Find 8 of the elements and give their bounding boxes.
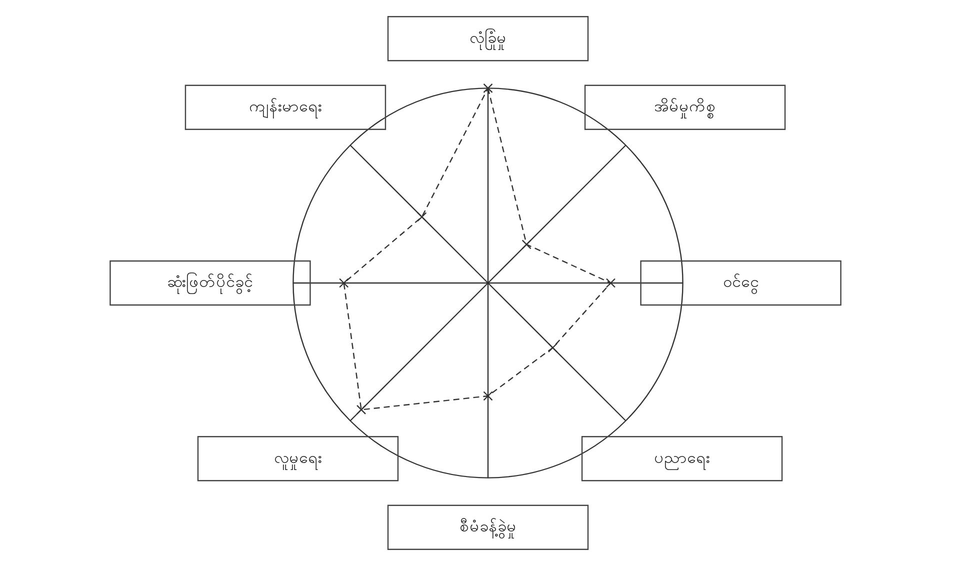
spoke-label: ကျန်းမာရေး: [248, 96, 322, 119]
spoke-label: လုံခြုံမှု: [470, 28, 506, 50]
spoke-label: အိမ်မှုကိစ္စ: [654, 96, 716, 119]
spoke-label: ပညာရေး: [654, 448, 710, 470]
spoke-label: လူမှုရေး: [274, 448, 322, 470]
spoke-label: စီမံခန့်ခွဲမှု: [460, 516, 516, 539]
spoke-label: ဆုံးဖြတ်ပိုင်ခွင့်: [167, 272, 254, 294]
spoke-label: ဝင်ငွေ: [722, 272, 759, 294]
